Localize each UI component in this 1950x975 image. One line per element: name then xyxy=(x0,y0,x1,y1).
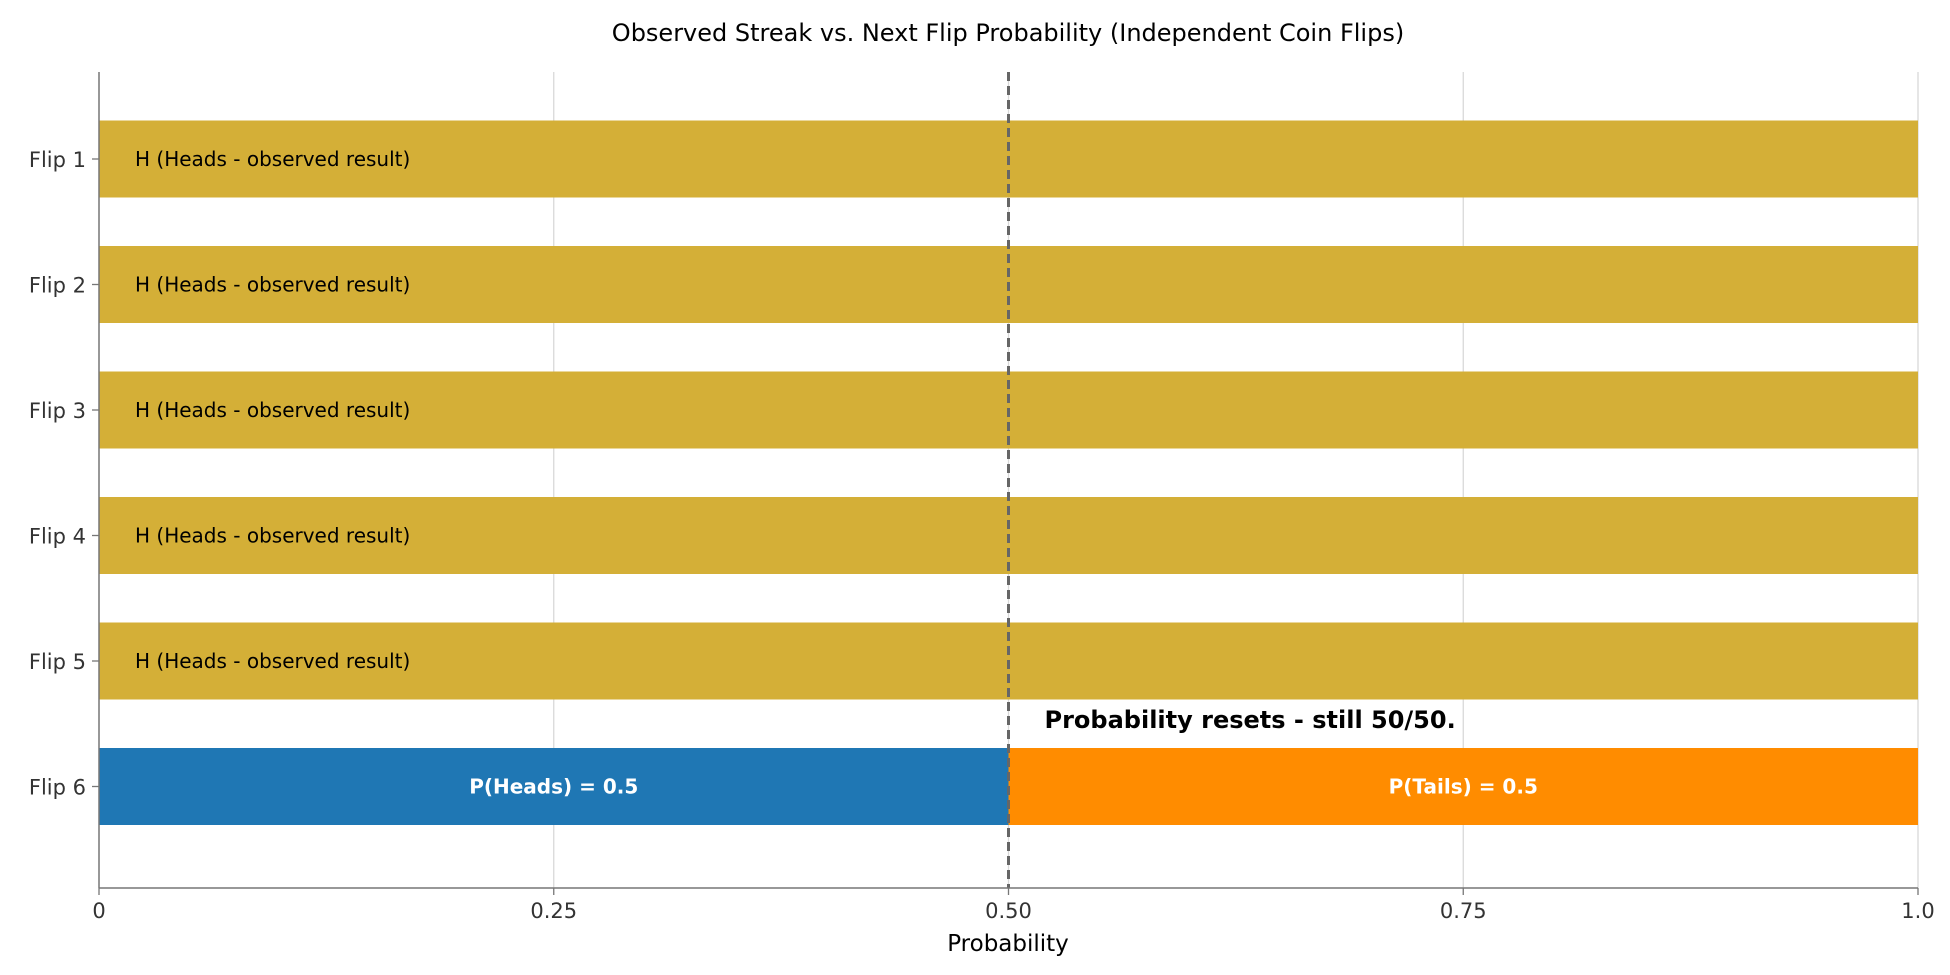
x-tick-label-3: 0.75 xyxy=(1440,899,1487,923)
annotation-0: Probability resets - still 50/50. xyxy=(1045,706,1456,734)
y-tick-label-flip-3: Flip 3 xyxy=(29,399,86,423)
x-axis-title: Probability xyxy=(947,931,1069,957)
bar-flip-6-segment-0 xyxy=(99,748,1009,825)
bar-label-flip-3-0: H (Heads - observed result) xyxy=(135,398,410,422)
bar-label-flip-4-0: H (Heads - observed result) xyxy=(135,524,410,548)
annotations: Probability resets - still 50/50. xyxy=(1045,706,1456,734)
x-tick-label-4: 1.0 xyxy=(1901,899,1934,923)
bar-label-flip-1-0: H (Heads - observed result) xyxy=(135,147,410,171)
bar-flip-6-segment-1 xyxy=(1008,748,1918,825)
y-tick-label-flip-6: Flip 6 xyxy=(29,776,86,800)
x-tick-label-0: 0 xyxy=(92,899,105,923)
bar-label-flip-6-0: P(Heads) = 0.5 xyxy=(469,775,638,799)
y-tick-label-flip-4: Flip 4 xyxy=(29,525,86,549)
bar-label-flip-2-0: H (Heads - observed result) xyxy=(135,273,410,297)
y-tick-label-flip-1: Flip 1 xyxy=(29,148,86,172)
bar-labels: H (Heads - observed result) H (Heads - ob… xyxy=(135,147,1538,799)
axes: 0 0.25 0.50 0.75 1.0 Flip 1 Flip 2 Flip 3 Flip 4… xyxy=(29,72,1935,923)
y-tick-label-flip-5: Flip 5 xyxy=(29,650,86,674)
x-tick-label-1: 0.25 xyxy=(530,899,577,923)
x-tick-label-2: 0.50 xyxy=(985,899,1032,923)
chart-title: Observed Streak vs. Next Flip Probabilit… xyxy=(612,19,1404,47)
bar-label-flip-6-1: P(Tails) = 0.5 xyxy=(1389,775,1538,799)
bar-label-flip-5-0: H (Heads - observed result) xyxy=(135,649,410,673)
y-tick-label-flip-2: Flip 2 xyxy=(29,274,86,298)
